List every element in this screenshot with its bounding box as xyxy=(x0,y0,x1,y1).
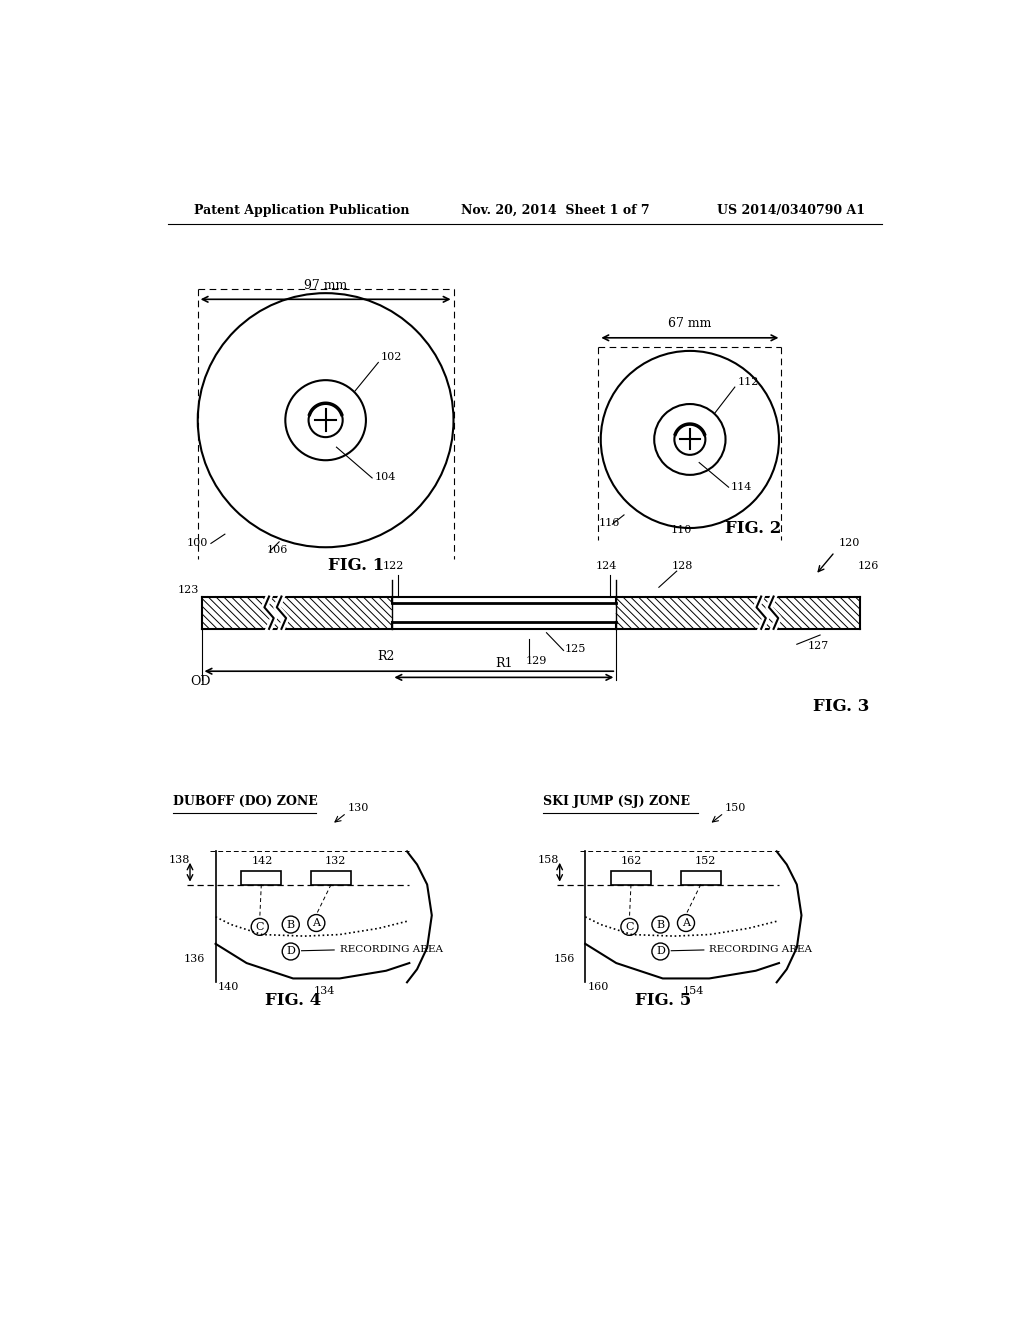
Text: B: B xyxy=(287,920,295,929)
Text: 67 mm: 67 mm xyxy=(669,317,712,330)
Text: D: D xyxy=(287,946,295,957)
Text: 124: 124 xyxy=(596,561,616,570)
Text: 150: 150 xyxy=(725,803,746,813)
Text: FIG. 1: FIG. 1 xyxy=(329,557,385,574)
Text: RECORDING AREA: RECORDING AREA xyxy=(340,945,442,953)
Text: 128: 128 xyxy=(672,561,693,570)
Text: US 2014/0340790 A1: US 2014/0340790 A1 xyxy=(717,205,865,218)
Text: 158: 158 xyxy=(539,855,559,865)
Text: 102: 102 xyxy=(381,352,402,362)
Text: FIG. 2: FIG. 2 xyxy=(725,520,781,537)
Text: 140: 140 xyxy=(218,982,240,993)
Text: 100: 100 xyxy=(186,537,208,548)
Text: FIG. 5: FIG. 5 xyxy=(635,993,691,1010)
Text: 104: 104 xyxy=(375,473,396,482)
Text: B: B xyxy=(656,920,665,929)
Text: 125: 125 xyxy=(565,644,587,653)
Text: 126: 126 xyxy=(858,561,880,570)
Bar xyxy=(241,871,282,884)
Text: 156: 156 xyxy=(554,953,575,964)
Text: 122: 122 xyxy=(383,561,404,570)
Text: 138: 138 xyxy=(169,855,189,865)
Text: R1: R1 xyxy=(496,656,513,669)
Text: 154: 154 xyxy=(683,986,705,995)
Text: 114: 114 xyxy=(731,482,753,491)
Text: 106: 106 xyxy=(266,545,288,556)
Text: A: A xyxy=(682,917,690,928)
Text: 152: 152 xyxy=(694,857,716,866)
Text: R2: R2 xyxy=(377,651,394,664)
Text: 123: 123 xyxy=(178,585,200,595)
Text: Patent Application Publication: Patent Application Publication xyxy=(194,205,410,218)
Text: 132: 132 xyxy=(325,857,346,866)
Text: 110: 110 xyxy=(671,525,692,536)
Text: 116: 116 xyxy=(598,519,620,528)
Text: FIG. 3: FIG. 3 xyxy=(813,698,869,715)
Text: DUBOFF (DO) ZONE: DUBOFF (DO) ZONE xyxy=(173,795,317,808)
Text: 130: 130 xyxy=(347,803,369,813)
Text: FIG. 4: FIG. 4 xyxy=(265,993,322,1010)
Bar xyxy=(681,871,721,884)
Text: OD: OD xyxy=(189,675,210,688)
Text: 127: 127 xyxy=(808,642,828,651)
Text: 160: 160 xyxy=(588,982,609,993)
Text: D: D xyxy=(656,946,665,957)
Text: 134: 134 xyxy=(313,986,335,995)
Text: 162: 162 xyxy=(622,857,642,866)
Text: 129: 129 xyxy=(525,656,547,667)
Text: C: C xyxy=(626,921,634,932)
Text: C: C xyxy=(256,921,264,932)
Text: 97 mm: 97 mm xyxy=(304,279,347,292)
Text: 136: 136 xyxy=(184,953,206,964)
Text: 112: 112 xyxy=(737,376,759,387)
Text: A: A xyxy=(312,917,321,928)
Bar xyxy=(311,871,351,884)
Text: RECORDING AREA: RECORDING AREA xyxy=(710,945,812,953)
Text: 142: 142 xyxy=(251,857,272,866)
Text: SKI JUMP (SJ) ZONE: SKI JUMP (SJ) ZONE xyxy=(543,795,689,808)
Bar xyxy=(611,871,651,884)
Text: 120: 120 xyxy=(839,539,860,549)
Text: Nov. 20, 2014  Sheet 1 of 7: Nov. 20, 2014 Sheet 1 of 7 xyxy=(461,205,650,218)
